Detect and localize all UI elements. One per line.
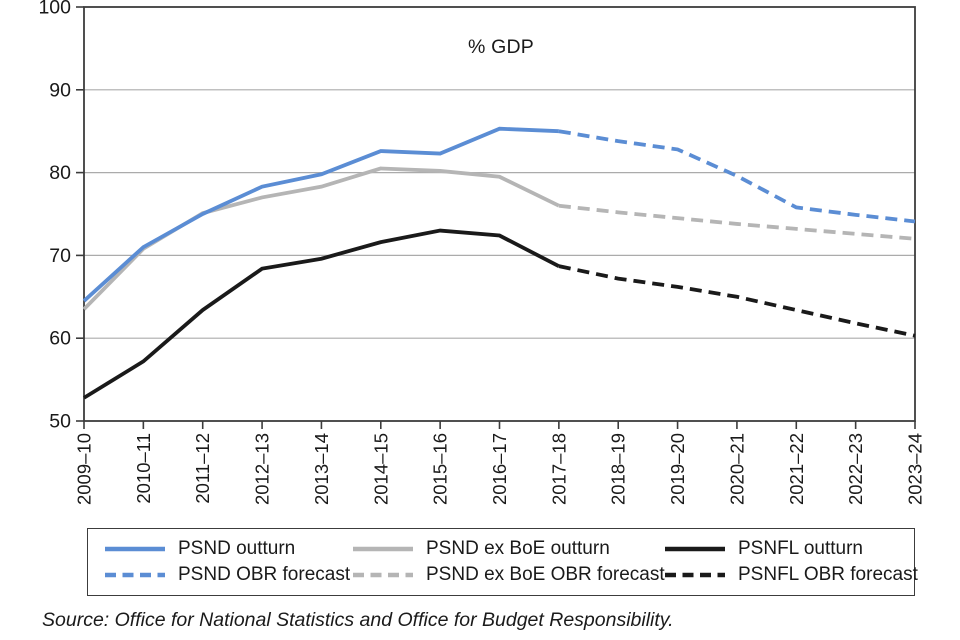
y-axis-label: 50 xyxy=(49,411,71,433)
legend-item: PSND outturn xyxy=(105,536,353,562)
legend-item: PSND ex BoE OBR forecast xyxy=(353,562,665,588)
y-axis-label: 100 xyxy=(38,0,71,19)
x-axis-label: 2017–18 xyxy=(548,433,569,505)
legend-item: PSNFL outturn xyxy=(665,536,918,562)
series-psnd-ex-boe-obr-forecast xyxy=(558,203,916,241)
legend: PSND outturn PSND OBR forecast PSND ex BoE… xyxy=(87,528,918,596)
legend-item: PSND OBR forecast xyxy=(105,562,353,588)
line-chart: 50 60 70 80 90 100 2009–10 2010–11 2011–12 2012–1… xyxy=(38,0,926,505)
source-note: Source: Office for National Statistics a… xyxy=(42,609,674,631)
y-axis-label: 60 xyxy=(49,328,71,350)
legend-column: PSND outturn PSND OBR forecast xyxy=(105,536,353,588)
x-axis-label: 2022–23 xyxy=(845,433,866,505)
dashed-line-swatch-icon xyxy=(665,572,725,578)
legend-column: PSND ex BoE outturn PSND ex BoE OBR forec… xyxy=(353,536,665,588)
legend-item: PSNFL OBR forecast xyxy=(665,562,918,588)
x-axis-label: 2011–12 xyxy=(192,433,213,504)
x-axis-label: 2012–13 xyxy=(252,433,273,505)
x-axis-label: 2015–16 xyxy=(430,433,451,505)
y-axis-label: 70 xyxy=(49,245,71,267)
series-psnd-obr-forecast xyxy=(558,129,916,224)
x-axis-label: 2023–24 xyxy=(905,433,926,505)
legend-column: PSNFL outturn PSNFL OBR forecast xyxy=(665,536,918,588)
x-axis-label: 2019–20 xyxy=(667,433,688,505)
dashed-line-swatch-icon xyxy=(353,572,413,578)
dashed-line-swatch-icon xyxy=(105,572,165,578)
plot-frame xyxy=(83,6,916,422)
legend-item: PSND ex BoE outturn xyxy=(353,536,665,562)
legend-label: PSNFL OBR forecast xyxy=(738,564,918,585)
x-axis-label: 2010–11 xyxy=(133,433,154,504)
legend-label: PSNFL outturn xyxy=(738,538,863,559)
solid-line-swatch-icon xyxy=(665,546,725,552)
series-psnfl-outturn xyxy=(83,228,560,400)
x-axis-label: 2021–22 xyxy=(786,433,807,505)
chart-title: % GDP xyxy=(467,36,534,58)
solid-line-swatch-icon xyxy=(353,546,413,552)
x-axis-label: 2009–10 xyxy=(74,433,95,505)
x-axis-label: 2018–19 xyxy=(608,433,629,505)
legend-label: PSND ex BoE outturn xyxy=(426,538,610,559)
series-psnd-outturn xyxy=(82,126,559,303)
legend-label: PSND ex BoE OBR forecast xyxy=(426,564,665,585)
solid-line-swatch-icon xyxy=(105,546,165,552)
legend-label: PSND outturn xyxy=(178,538,296,559)
x-axis-label: 2020–21 xyxy=(726,433,747,505)
series-psnfl-obr-forecast xyxy=(558,264,916,338)
x-axis-label: 2013–14 xyxy=(311,433,332,505)
x-axis-label: 2016–17 xyxy=(489,433,510,505)
y-axis-label: 90 xyxy=(49,79,71,101)
y-axis-label: 80 xyxy=(49,162,71,184)
x-axis-label: 2014–15 xyxy=(370,433,391,505)
legend-label: PSND OBR forecast xyxy=(178,564,351,585)
